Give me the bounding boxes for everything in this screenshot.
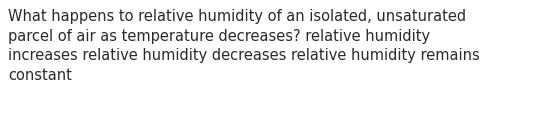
Text: What happens to relative humidity of an isolated, unsaturated
parcel of air as t: What happens to relative humidity of an … xyxy=(8,9,480,83)
